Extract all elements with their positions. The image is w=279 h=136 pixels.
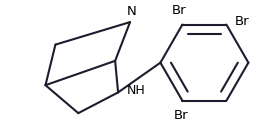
Text: N: N	[127, 5, 137, 18]
Text: Br: Br	[172, 4, 187, 17]
Text: NH: NH	[126, 84, 145, 97]
Text: Br: Br	[173, 109, 188, 122]
Text: Br: Br	[234, 15, 249, 28]
